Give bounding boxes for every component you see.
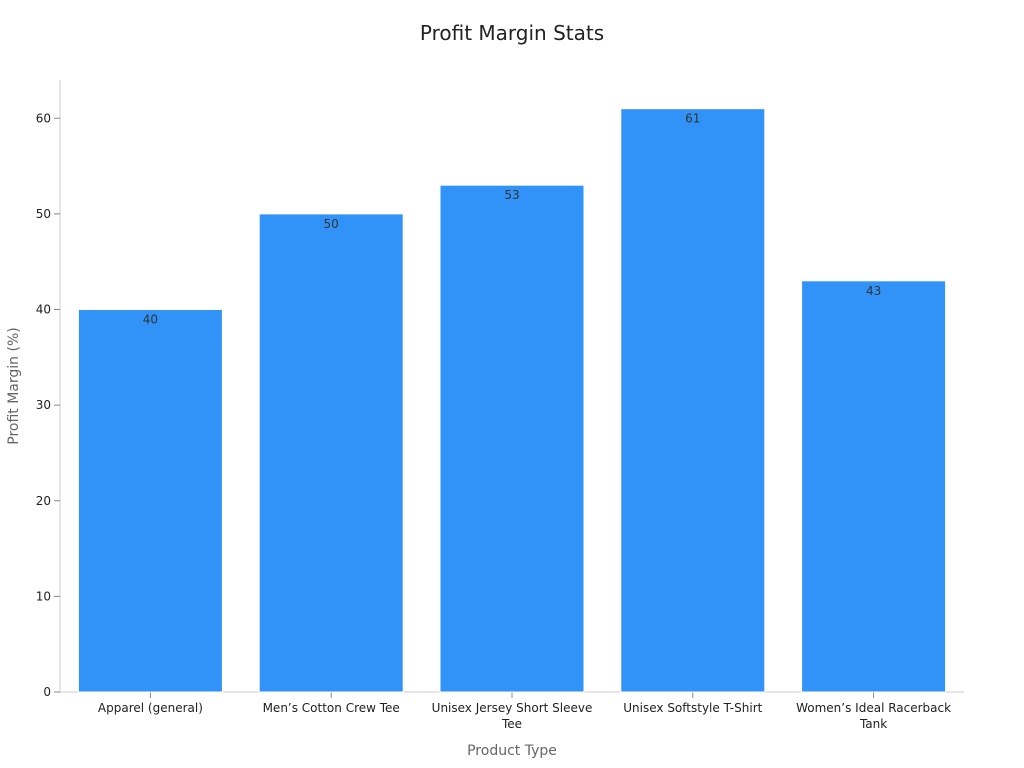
y-axis: 0 10 20 30 40 50 60 [36,80,61,699]
y-ticks: 0 10 20 30 40 50 60 [36,111,60,699]
y-tick-label: 60 [36,111,51,125]
y-tick-label: 50 [36,207,51,221]
chart-title: Profit Margin Stats [420,21,604,45]
bar-value-label: 61 [685,112,700,126]
bar-value-label: 40 [143,313,158,327]
x-tick-label: Apparel (general) [98,701,203,715]
bar [258,213,404,693]
x-axis: Apparel (general) Men’s Cotton Crew Tee Un… [60,691,964,731]
bar [620,108,766,693]
bar-value-label: 53 [504,188,519,202]
x-ticks: Apparel (general) Men’s Cotton Crew Tee Un… [98,692,951,731]
y-tick-label: 10 [36,589,51,603]
bar [77,309,223,693]
bar [801,280,947,693]
y-axis-title: Profit Margin (%) [6,327,22,444]
bars [77,108,947,693]
y-tick-label: 20 [36,494,51,508]
x-tick-label: Women’s Ideal Racerback Tank [796,701,951,731]
x-tick-label: Unisex Jersey Short Sleeve Tee [432,701,593,731]
bar-value-label: 50 [324,217,339,231]
y-tick-label: 30 [36,398,51,412]
bar [439,184,585,693]
x-tick-label: Men’s Cotton Crew Tee [263,701,400,715]
bar-value-label: 43 [866,284,881,298]
x-tick-label: Unisex Softstyle T-Shirt [623,701,762,715]
y-tick-label: 0 [43,685,51,699]
y-tick-label: 40 [36,303,51,317]
data-labels: 40 50 53 61 43 [143,112,881,327]
x-axis-title: Product Type [467,743,557,759]
